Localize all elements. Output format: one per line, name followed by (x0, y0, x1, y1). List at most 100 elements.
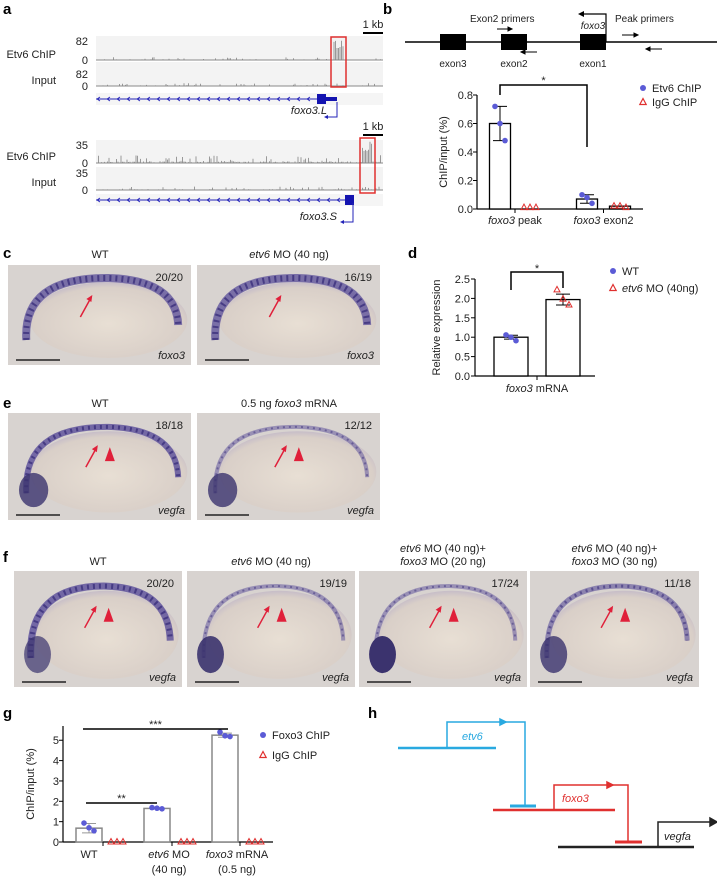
legend-marker-triangle (258, 750, 268, 759)
strand-chevron (316, 197, 321, 203)
data-point (113, 837, 121, 845)
data-point (217, 729, 223, 735)
category-label-text: mRNA (233, 849, 269, 861)
image-title-text: MO (40 ng) (252, 556, 311, 568)
data-point (502, 137, 508, 144)
strand-chevron (266, 197, 271, 203)
red-arrowhead (86, 295, 93, 302)
locus-foxo3-S: 1 kb Etv6 ChIP 35 0 Input 35 0 foxo3.S (6, 121, 383, 223)
significance-stars: *** (149, 719, 163, 731)
panel-label-b: b (383, 1, 392, 18)
category-label-line2: (40 ng) (152, 864, 187, 876)
data-point (251, 837, 259, 845)
track-background (96, 167, 383, 190)
legend-label-text: MO (40ng) (643, 283, 699, 295)
strand-chevron (166, 96, 171, 102)
data-point (183, 837, 191, 845)
data-point (532, 203, 540, 211)
strand-chevron (136, 197, 141, 203)
significance-bracket (510, 271, 564, 290)
strand-chevron (106, 96, 111, 102)
image-title: WT (89, 556, 106, 568)
image-title: WT (91, 398, 108, 410)
red-arrowhead-triangle (293, 447, 304, 462)
embryo-trunk (23, 423, 182, 494)
track-label: Etv6 ChIP (6, 151, 56, 163)
strand-chevron (216, 197, 221, 203)
data-point (257, 837, 265, 845)
image-title: 0.5 ng foxo3 mRNA (241, 398, 338, 410)
data-point (245, 837, 253, 845)
panel-b-gene-diagram: exon3 exon2 exon1 Exon2 primers Peak pri… (405, 11, 717, 70)
category-label: foxo3 mRNA (506, 383, 569, 395)
data-point (91, 828, 97, 834)
embryo-yolk (550, 590, 696, 679)
category-label-text: peak (515, 215, 542, 227)
category-label: etv6 MO (148, 849, 190, 861)
y-tick-label: 1.5 (455, 313, 470, 325)
significance-stars: ** (117, 793, 126, 805)
gene-label: foxo3.S (300, 211, 338, 223)
image-title-italic: etv6 (231, 556, 253, 568)
embryo-count: 19/19 (319, 578, 347, 590)
data-point (81, 820, 87, 826)
probe-label: vegfa (494, 672, 521, 684)
panel-label-f: f (3, 549, 9, 566)
exon-box (345, 195, 354, 205)
y-tick-label: 3 (53, 776, 59, 788)
strand-chevron (226, 197, 231, 203)
image-title: WT (91, 249, 108, 261)
panel-g-chip-chart: 0 1 2 3 4 5 ChIP/input (%) WT etv6 MO (40 ng) foxo… (25, 719, 330, 876)
strand-chevron (146, 96, 151, 102)
red-arrowhead (263, 605, 270, 613)
legend-label: IgG ChIP (272, 750, 317, 762)
vegfa-node (558, 816, 717, 849)
exon-box (317, 94, 326, 104)
embryo-head-stain (18, 472, 49, 508)
strand-chevron (266, 96, 271, 102)
data-point (513, 337, 519, 344)
category-label-line2: (0.5 ng) (218, 864, 256, 876)
data-point (553, 285, 561, 293)
strand-chevron (276, 96, 281, 102)
tss-arrow (326, 102, 338, 118)
red-arrowhead-triangle (103, 607, 114, 622)
category-label-italic: etv6 (148, 849, 170, 861)
strand-chevron (306, 197, 311, 203)
exon1-box (580, 34, 606, 50)
strand-chevron (196, 197, 201, 203)
strand-chevron (216, 96, 221, 102)
track-max: 35 (76, 140, 88, 152)
image-title-line1: etv6 MO (40 ng)+ (572, 543, 658, 555)
strand-chevron (246, 197, 251, 203)
somite-stripes (23, 274, 182, 341)
data-point (579, 191, 585, 198)
y-tick-label: 0.8 (458, 90, 473, 102)
strand-chevron (276, 197, 281, 203)
panel-label-c: c (3, 245, 11, 262)
embryo-count: 20/20 (146, 578, 174, 590)
embryo-image: 20/20 vegfa (14, 571, 182, 687)
exon2-primers-label: Exon2 primers (470, 14, 534, 25)
embryo-count: 16/19 (344, 272, 372, 284)
strand-chevron (246, 96, 251, 102)
track-max: 82 (76, 69, 88, 81)
embryo-yolk (379, 590, 524, 679)
image-title: etv6 MO (40 ng) (249, 249, 328, 261)
legend-label: Foxo3 ChIP (272, 730, 330, 742)
data-point (119, 837, 127, 845)
embryo-trunk (213, 424, 370, 494)
probe-label: foxo3 (158, 350, 186, 362)
category-label-italic: foxo3 (488, 215, 516, 227)
somite-stripes (28, 583, 173, 659)
embryo-image: 11/18 vegfa (530, 571, 699, 687)
probe-label: vegfa (322, 672, 349, 684)
utr-box (326, 97, 337, 101)
image-title-line1-italic: etv6 (400, 543, 422, 555)
track-max: 82 (76, 36, 88, 48)
data-point (508, 334, 514, 341)
embryo-count: 11/18 (664, 578, 691, 590)
tss-arrowhead (578, 11, 584, 17)
